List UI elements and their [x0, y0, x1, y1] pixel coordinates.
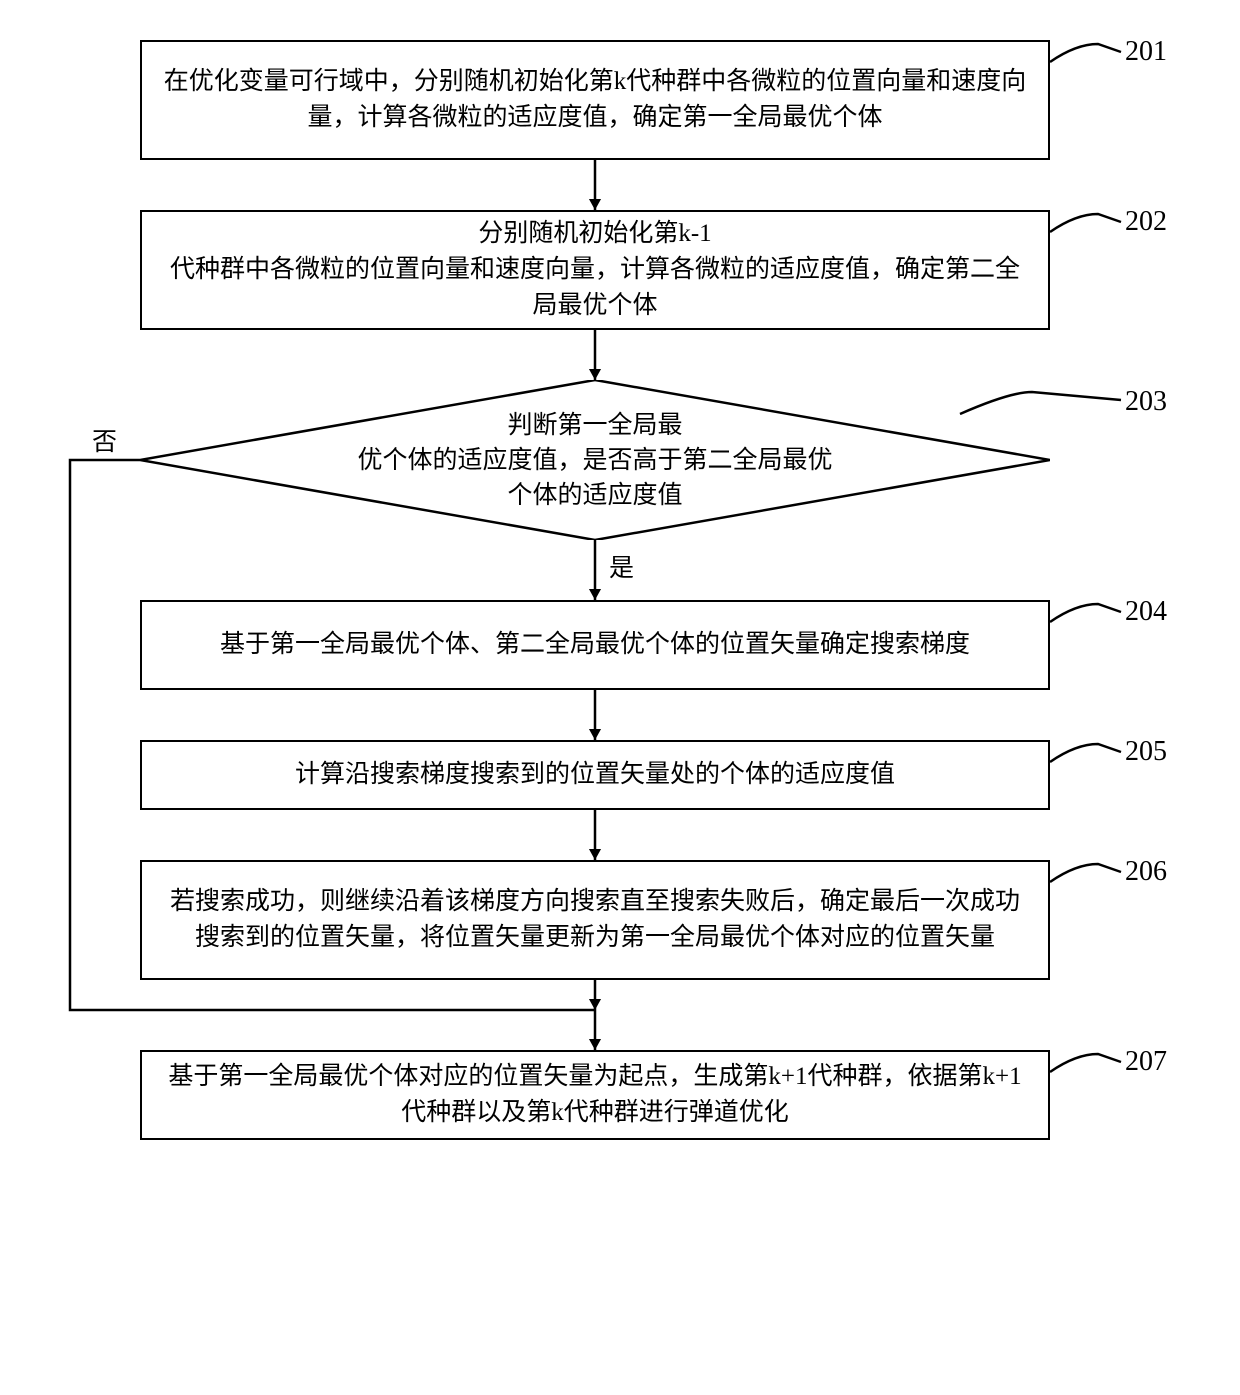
step-text: 在优化变量可行域中，分别随机初始化第k代种群中各微粒的位置向量和速度向量，计算各… — [162, 64, 1028, 137]
step-text: 基于第一全局最优个体对应的位置矢量为起点，生成第k+1代种群，依据第k+1代种群… — [162, 1059, 1028, 1132]
step-number-204: 204 — [1125, 596, 1167, 628]
step-201-box: 在优化变量可行域中，分别随机初始化第k代种群中各微粒的位置向量和速度向量，计算各… — [140, 40, 1050, 160]
step-number-207: 207 — [1125, 1046, 1167, 1078]
label-yes: 是 — [607, 548, 636, 584]
leader-line — [1045, 577, 1126, 631]
leader-line — [1045, 1027, 1126, 1081]
step-text: 分别随机初始化第k-1代种群中各微粒的位置向量和速度向量，计算各微粒的适应度值，… — [162, 216, 1028, 325]
step-number-206: 206 — [1125, 856, 1167, 888]
step-number-203: 203 — [1125, 386, 1167, 418]
leader-line — [1045, 837, 1126, 891]
step-number-205: 205 — [1125, 736, 1167, 768]
leader-line — [1045, 187, 1126, 241]
arrow — [55, 445, 610, 1025]
arrow — [580, 315, 610, 395]
arrow — [580, 145, 610, 225]
leader-line — [955, 365, 1126, 419]
step-number-202: 202 — [1125, 206, 1167, 238]
arrow — [580, 995, 610, 1065]
step-number-201: 201 — [1125, 36, 1167, 68]
leader-line — [1045, 17, 1126, 71]
step-202-box: 分别随机初始化第k-1代种群中各微粒的位置向量和速度向量，计算各微粒的适应度值，… — [140, 210, 1050, 330]
leader-line — [1045, 717, 1126, 771]
